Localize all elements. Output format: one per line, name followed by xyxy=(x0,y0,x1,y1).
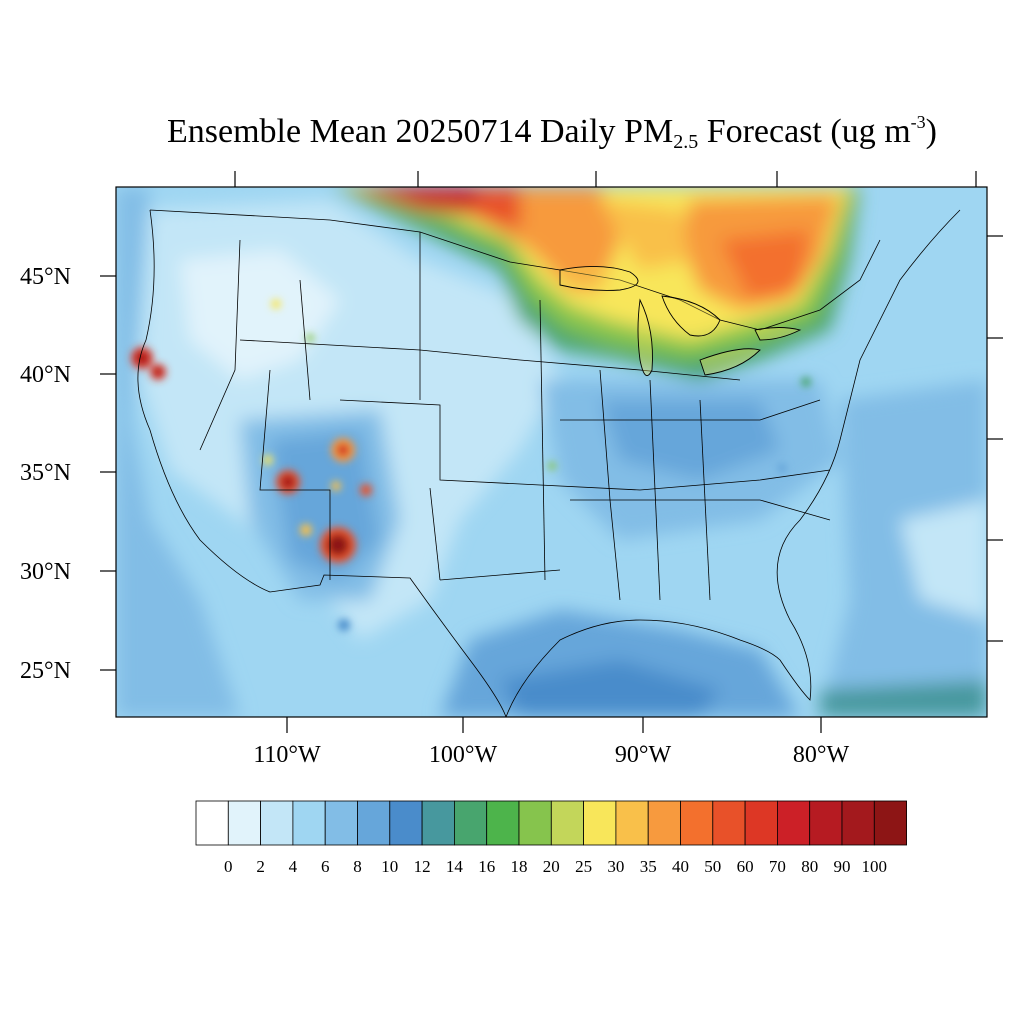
colorbar-swatch xyxy=(324,800,358,846)
colorbar-label: 10 xyxy=(381,857,398,876)
colorbar-swatch xyxy=(550,800,584,846)
colorbar-swatch xyxy=(453,800,488,846)
lat-label-25: 25°N xyxy=(20,658,71,684)
title-superscript: -3 xyxy=(910,112,926,132)
colorbar-label: 50 xyxy=(704,857,721,876)
lon-label-90w: 90°W xyxy=(615,742,672,768)
colorbar-label: 100 xyxy=(862,857,888,876)
great-lakes xyxy=(559,265,802,377)
axis-ticks xyxy=(100,171,1003,733)
colorbar-swatch xyxy=(389,800,423,846)
colorbar-label: 40 xyxy=(672,857,689,876)
colorbar-swatch xyxy=(518,800,552,846)
lat-label-30: 30°N xyxy=(20,559,71,585)
colorbar-swatch xyxy=(809,800,843,846)
lat-label-45: 45°N xyxy=(20,264,71,290)
colorbar-swatch xyxy=(615,800,649,846)
colorbar-swatch xyxy=(583,800,617,846)
colorbar-swatch xyxy=(195,800,229,846)
title-suffix: ) xyxy=(925,113,937,150)
colorbar-label: 35 xyxy=(640,857,657,876)
colorbar-label: 18 xyxy=(511,857,528,876)
colorbar-label: 0 xyxy=(224,857,233,876)
colorbar: 0 2 4 6 8 10 12 14 16 18 20 25 30 35 40 50 60 70 80 90 100 xyxy=(195,800,907,876)
colorbar-swatch xyxy=(647,800,681,846)
colorbar-swatch xyxy=(712,800,746,846)
colorbar-label: 16 xyxy=(478,857,495,876)
colorbar-label: 90 xyxy=(834,857,851,876)
map-frame xyxy=(115,186,988,718)
map-title: Ensemble Mean 20250714 Daily PM2.5 Forec… xyxy=(167,112,937,154)
lon-label-100w: 100°W xyxy=(429,742,498,768)
colorbar-label: 60 xyxy=(737,857,754,876)
colorbar-label: 25 xyxy=(575,857,592,876)
colorbar-label: 2 xyxy=(256,857,265,876)
colorbar-swatch xyxy=(841,800,875,846)
colorbar-swatch xyxy=(873,800,907,846)
colorbar-label: 14 xyxy=(446,857,464,876)
colorbar-swatch xyxy=(680,800,714,846)
lat-label-35: 35°N xyxy=(20,460,71,486)
lat-label-40: 40°N xyxy=(20,362,71,388)
colorbar-label: 4 xyxy=(289,857,298,876)
colorbar-swatch xyxy=(744,800,778,846)
colorbar-swatch xyxy=(227,800,262,846)
colorbar-label: 8 xyxy=(353,857,362,876)
lon-label-80w: 80°W xyxy=(793,742,850,768)
colorbar-swatch xyxy=(357,800,391,846)
state-boundaries xyxy=(137,209,961,717)
colorbar-label: 6 xyxy=(321,857,330,876)
title-subscript: 2.5 xyxy=(673,131,699,153)
colorbar-swatch xyxy=(486,800,520,846)
title-text: Ensemble Mean 20250714 Daily PM xyxy=(167,113,674,150)
colorbar-label: 30 xyxy=(607,857,624,876)
colorbar-label: 12 xyxy=(414,857,431,876)
colorbar-swatch xyxy=(292,800,326,846)
title-units: Forecast (ug m xyxy=(698,113,911,150)
colorbar-swatch xyxy=(421,800,455,846)
colorbar-label: 80 xyxy=(801,857,818,876)
colorbar-swatch xyxy=(260,800,294,846)
colorbar-label: 70 xyxy=(769,857,786,876)
colorbar-label: 20 xyxy=(543,857,560,876)
colorbar-swatch xyxy=(777,800,811,846)
pm25-field xyxy=(116,187,987,717)
lon-label-110w: 110°W xyxy=(253,742,321,768)
